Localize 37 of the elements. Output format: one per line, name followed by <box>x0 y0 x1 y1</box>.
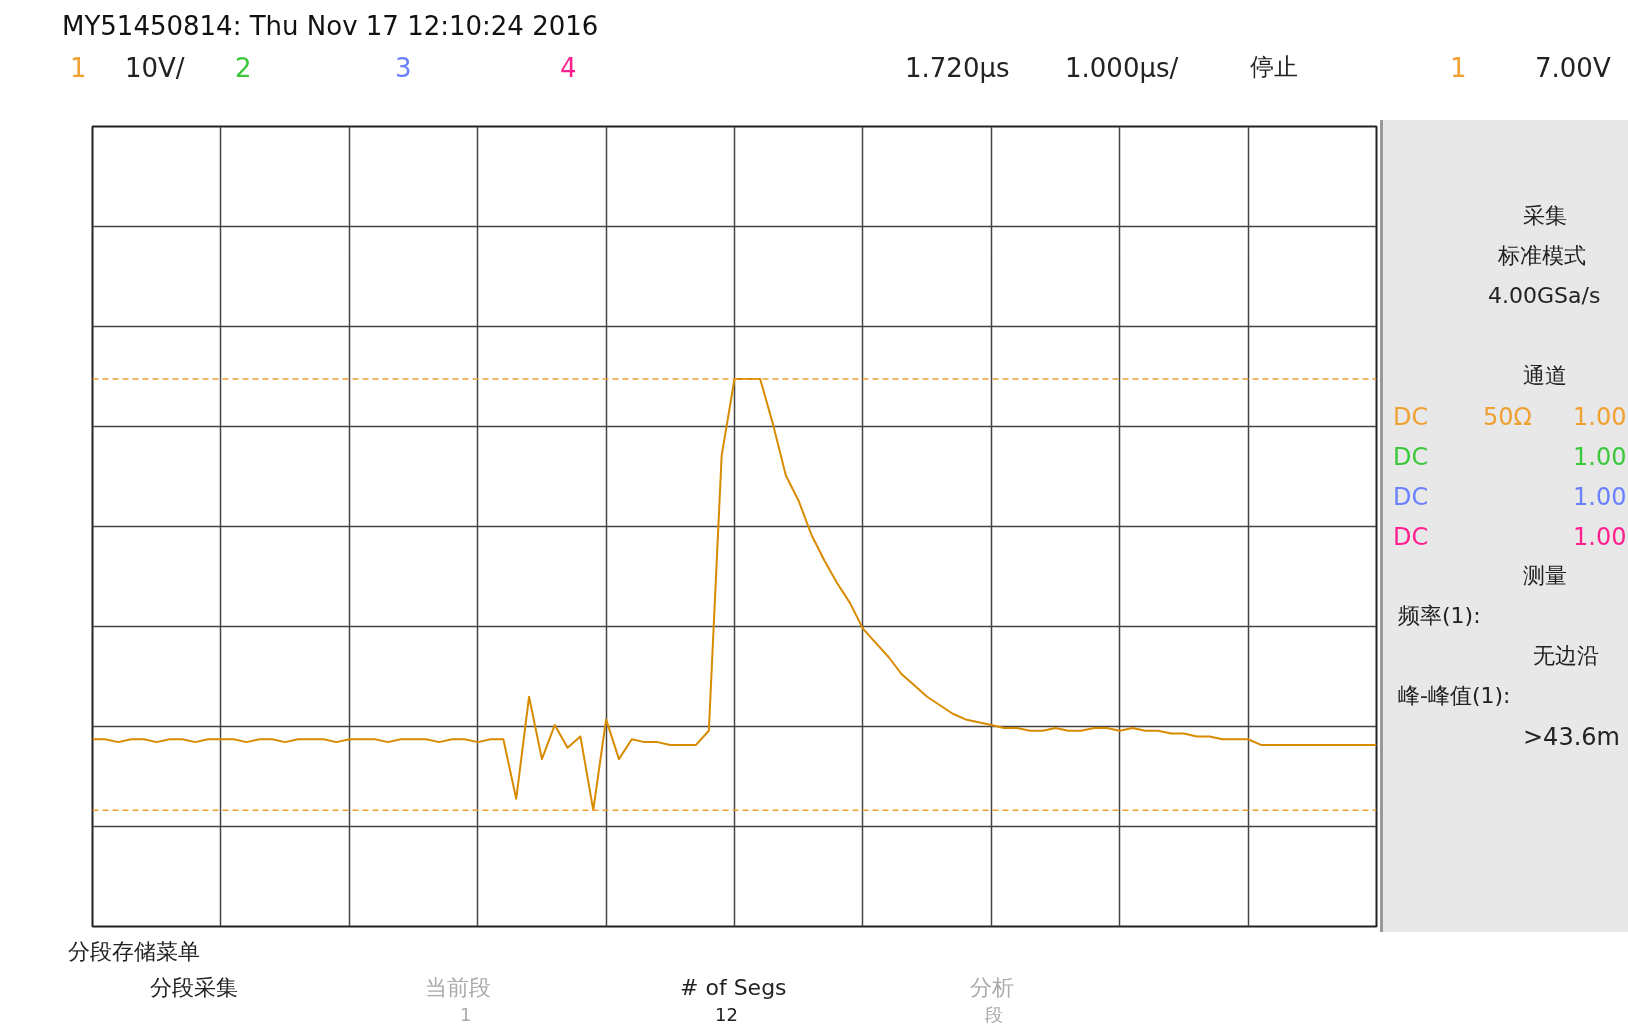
text: 无边沿 <box>1533 642 1599 670</box>
text: 1 <box>1450 52 1467 85</box>
text: 分析 <box>970 974 1014 1002</box>
chart-title: MY51450814: Thu Nov 17 12:10:24 2016 <box>62 10 599 43</box>
text: >43.6m <box>1523 722 1620 753</box>
text: DC <box>1393 482 1429 513</box>
text: 1.00 <box>1573 522 1627 553</box>
text: 50Ω <box>1483 402 1532 433</box>
text: 7.00V <box>1535 52 1611 85</box>
text: 采集 <box>1523 202 1567 230</box>
text: 1.00 <box>1573 402 1627 433</box>
text: DC <box>1393 402 1429 433</box>
text: 1.00 <box>1573 482 1627 513</box>
text: 频率(1): <box>1398 602 1481 630</box>
text: 分段存储菜单 <box>68 938 200 966</box>
text: # of Segs <box>680 974 787 1002</box>
text: 4.00GSa/s <box>1488 282 1601 310</box>
text: 1 <box>460 1003 472 1026</box>
text: 10V/ <box>125 52 185 85</box>
text: DC <box>1393 442 1429 473</box>
text: 1.00 <box>1573 442 1627 473</box>
text: 12 <box>715 1003 738 1026</box>
text: 当前段 <box>425 974 491 1002</box>
text: 停止 <box>1250 52 1298 83</box>
text: 1 <box>70 52 87 85</box>
text: 通道 <box>1523 362 1567 390</box>
text: 峰-峰值(1): <box>1398 682 1511 710</box>
text: 4 <box>560 52 577 85</box>
text: 1.720µs <box>905 52 1010 85</box>
text: 标准模式 <box>1498 242 1586 270</box>
text: 分段采集 <box>150 974 238 1002</box>
text: DC <box>1393 522 1429 553</box>
text: 3 <box>395 52 412 85</box>
text: 2 <box>235 52 252 85</box>
text: 1.000µs/ <box>1065 52 1179 85</box>
text: 段 <box>985 1003 1003 1026</box>
text: 测量 <box>1523 562 1567 590</box>
